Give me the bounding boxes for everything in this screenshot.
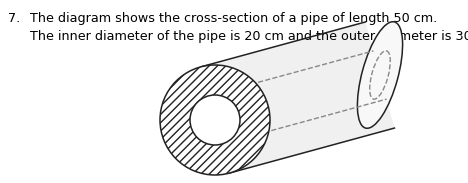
Circle shape [190,95,240,145]
Polygon shape [200,22,395,173]
Text: The inner diameter of the pipe is 20 cm and the outer diameter is 30 cm.: The inner diameter of the pipe is 20 cm … [30,30,468,43]
Text: The diagram shows the cross-section of a pipe of length 50 cm.: The diagram shows the cross-section of a… [30,12,437,25]
Ellipse shape [358,22,402,128]
Text: 7.: 7. [8,12,20,25]
Circle shape [160,65,270,175]
